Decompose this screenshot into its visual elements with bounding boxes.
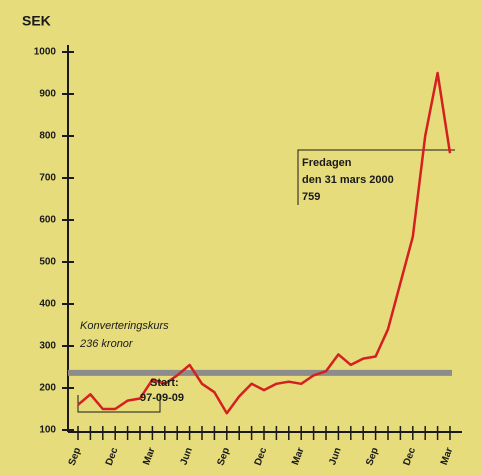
x-tick-label: Jun xyxy=(178,446,194,466)
y-tick-label: 500 xyxy=(39,257,56,268)
chart-title: SEK xyxy=(22,13,51,29)
callout-box xyxy=(297,149,455,205)
y-tick-label: 900 xyxy=(39,89,56,100)
y-tick-label: 100 xyxy=(39,425,56,436)
y-tick-label: 200 xyxy=(39,383,56,394)
x-tick-label: Dec xyxy=(253,446,270,467)
annotation: Fredagen xyxy=(302,157,352,169)
annotation: 759 xyxy=(302,191,320,203)
annotation: Start: xyxy=(150,377,179,389)
x-tick-label: Sep xyxy=(215,446,232,467)
x-tick-label: Mar xyxy=(439,446,455,467)
x-tick-label: Dec xyxy=(104,446,121,467)
annotation: 97-09-09 xyxy=(140,392,184,404)
annotation: Konverteringskurs xyxy=(80,320,169,332)
x-tick-label: Dec xyxy=(401,446,418,467)
annotation: den 31 mars 2000 xyxy=(302,174,394,186)
x-tick-label: Sep xyxy=(67,446,84,467)
y-tick-label: 400 xyxy=(39,299,56,310)
x-tick-label: Sep xyxy=(364,446,381,467)
annotations: Konverteringskurs 236 kronor Start: 97-0… xyxy=(79,157,394,404)
y-tick-label: 700 xyxy=(39,173,56,184)
x-tick-label: Jun xyxy=(327,446,343,466)
y-tick-label: 600 xyxy=(39,215,56,226)
line xyxy=(77,71,452,415)
y-tick-label: 800 xyxy=(39,131,56,142)
x-tick-label: Mar xyxy=(290,446,306,467)
y-tick-label: 300 xyxy=(39,341,56,352)
x-tick-label: Mar xyxy=(141,446,157,467)
y-tick-label: 1000 xyxy=(34,47,57,58)
annotation: 236 kronor xyxy=(79,338,134,350)
